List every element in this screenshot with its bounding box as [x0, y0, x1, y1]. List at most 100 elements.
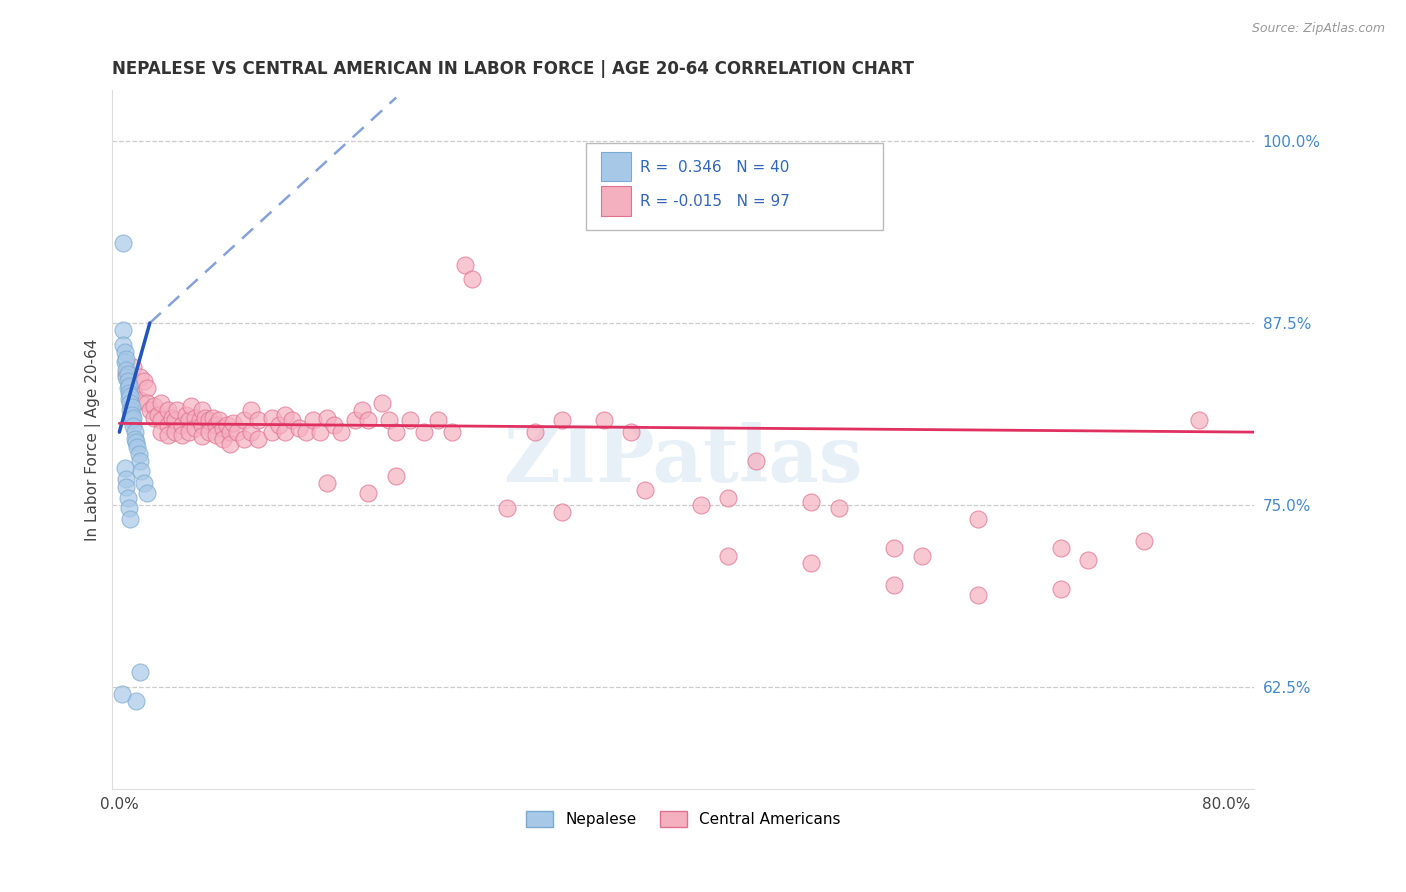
- Point: [120, 396, 142, 410]
- Point: [239, 425, 262, 439]
- Point: [316, 410, 339, 425]
- Point: [592, 413, 614, 427]
- Point: [114, 355, 136, 369]
- Point: [288, 421, 311, 435]
- Point: [117, 382, 139, 396]
- Point: [129, 454, 152, 468]
- Point: [112, 338, 135, 352]
- Text: Source: ZipAtlas.com: Source: ZipAtlas.com: [1251, 22, 1385, 36]
- Point: [128, 447, 150, 461]
- Point: [149, 413, 172, 427]
- Point: [117, 491, 139, 505]
- Point: [124, 433, 146, 447]
- Point: [129, 369, 152, 384]
- FancyBboxPatch shape: [602, 152, 631, 181]
- Point: [115, 369, 138, 384]
- Point: [800, 556, 823, 570]
- Point: [115, 367, 138, 381]
- Point: [114, 461, 136, 475]
- Point: [125, 694, 148, 708]
- Point: [551, 413, 574, 427]
- Point: [118, 385, 141, 400]
- Point: [208, 413, 231, 427]
- Point: [717, 491, 740, 505]
- Point: [274, 425, 297, 439]
- Point: [1077, 553, 1099, 567]
- Point: [163, 425, 186, 439]
- Point: [551, 505, 574, 519]
- Point: [219, 425, 242, 439]
- Text: R =  0.346   N = 40: R = 0.346 N = 40: [640, 160, 789, 175]
- Point: [122, 410, 145, 425]
- Point: [274, 408, 297, 422]
- Point: [239, 403, 262, 417]
- Point: [1049, 541, 1071, 556]
- Point: [134, 476, 156, 491]
- Point: [496, 500, 519, 515]
- Point: [191, 403, 214, 417]
- Point: [117, 374, 139, 388]
- Point: [212, 433, 235, 447]
- Point: [139, 403, 162, 417]
- Point: [122, 359, 145, 374]
- Point: [343, 413, 366, 427]
- Point: [111, 687, 134, 701]
- Point: [156, 428, 179, 442]
- FancyBboxPatch shape: [602, 186, 631, 216]
- Point: [142, 399, 165, 413]
- Point: [371, 396, 394, 410]
- Point: [309, 425, 332, 439]
- Point: [966, 588, 988, 602]
- Point: [202, 410, 225, 425]
- Point: [246, 433, 269, 447]
- Point: [115, 472, 138, 486]
- Point: [1132, 534, 1154, 549]
- Point: [911, 549, 934, 563]
- Point: [357, 486, 380, 500]
- Point: [246, 413, 269, 427]
- Text: ZIPatlas: ZIPatlas: [503, 422, 863, 499]
- Point: [260, 410, 283, 425]
- Point: [120, 378, 142, 392]
- Point: [120, 389, 142, 403]
- Point: [115, 362, 138, 376]
- Point: [745, 454, 768, 468]
- Point: [281, 413, 304, 427]
- Point: [122, 384, 145, 399]
- Point: [177, 425, 200, 439]
- Point: [174, 408, 197, 422]
- Point: [149, 425, 172, 439]
- Point: [127, 440, 149, 454]
- Point: [260, 425, 283, 439]
- Point: [112, 235, 135, 250]
- Point: [620, 425, 643, 439]
- Point: [523, 425, 546, 439]
- Point: [115, 480, 138, 494]
- Point: [129, 393, 152, 408]
- Point: [170, 417, 193, 432]
- Text: NEPALESE VS CENTRAL AMERICAN IN LABOR FORCE | AGE 20-64 CORRELATION CHART: NEPALESE VS CENTRAL AMERICAN IN LABOR FO…: [112, 60, 914, 78]
- Point: [160, 410, 183, 425]
- Point: [329, 425, 352, 439]
- Point: [118, 378, 141, 392]
- Point: [188, 413, 211, 427]
- Point: [226, 425, 249, 439]
- Point: [114, 345, 136, 359]
- Point: [136, 396, 159, 410]
- Point: [350, 403, 373, 417]
- Point: [385, 468, 408, 483]
- Point: [322, 417, 344, 432]
- Point: [180, 399, 202, 413]
- Point: [385, 425, 408, 439]
- Point: [184, 410, 207, 425]
- Point: [142, 410, 165, 425]
- Point: [149, 396, 172, 410]
- Point: [212, 421, 235, 435]
- Point: [166, 403, 188, 417]
- Point: [125, 435, 148, 450]
- Point: [156, 417, 179, 432]
- Point: [198, 425, 221, 439]
- Point: [121, 408, 143, 422]
- Point: [120, 512, 142, 526]
- Point: [112, 323, 135, 337]
